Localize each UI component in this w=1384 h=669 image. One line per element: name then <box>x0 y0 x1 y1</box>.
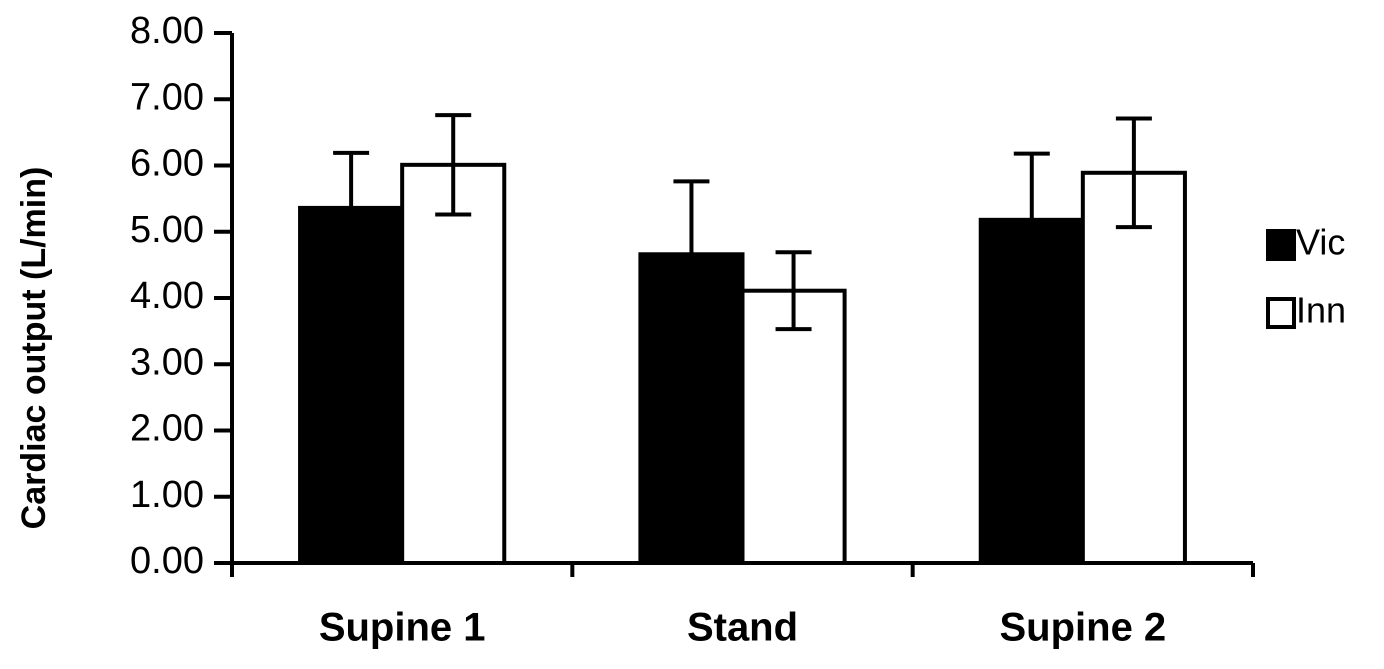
y-tick-label: 5.00 <box>130 209 204 251</box>
y-tick-label: 0.00 <box>130 540 204 582</box>
x-tick-label: Supine 2 <box>999 606 1166 650</box>
legend-swatch <box>1266 297 1296 329</box>
y-tick-label: 8.00 <box>130 10 204 52</box>
bar <box>400 162 507 565</box>
y-tick-label: 7.00 <box>130 76 204 118</box>
bar <box>740 288 847 565</box>
y-tick-label: 1.00 <box>130 474 204 516</box>
y-axis-label: Cardiac output (L/min) <box>15 167 53 530</box>
x-tick-label: Supine 1 <box>319 606 486 650</box>
y-tick-label: 6.00 <box>130 143 204 185</box>
legend-label: Vic <box>1296 222 1345 263</box>
legend-swatch <box>1266 229 1296 261</box>
y-tick-label: 4.00 <box>130 275 204 317</box>
y-tick-label: 3.00 <box>130 341 204 383</box>
y-tick-label: 2.00 <box>130 408 204 450</box>
x-tick-label: Stand <box>687 606 798 650</box>
bar <box>1080 170 1187 565</box>
legend-label: Inn <box>1296 290 1346 331</box>
